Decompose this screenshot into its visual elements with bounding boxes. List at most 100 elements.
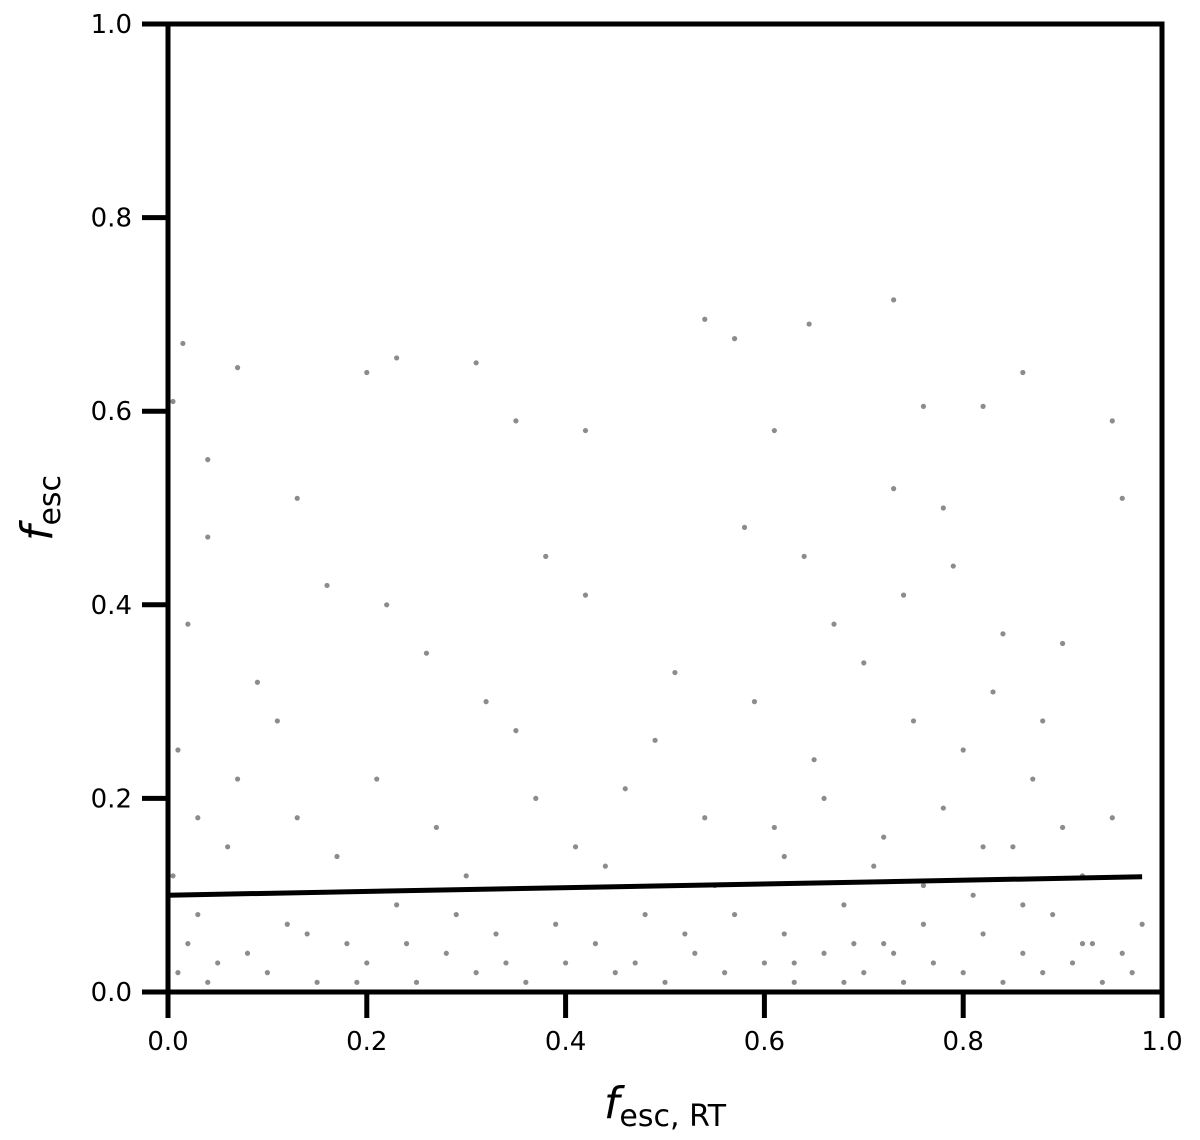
point: [513, 418, 519, 424]
point: [811, 757, 817, 763]
point: [483, 699, 489, 705]
point: [861, 660, 867, 666]
point: [841, 902, 847, 908]
point: [205, 457, 211, 463]
point: [170, 873, 176, 879]
point: [980, 844, 986, 850]
point: [205, 979, 211, 985]
point: [563, 960, 569, 966]
y-tick-label: 1.0: [91, 10, 132, 40]
point: [543, 553, 549, 560]
x-label-subscript: esc, RT: [619, 1099, 726, 1134]
x-tick-label: 0.8: [943, 1027, 984, 1057]
point: [1000, 631, 1006, 637]
point: [1129, 970, 1135, 976]
point: [513, 728, 519, 734]
point: [642, 911, 648, 918]
x-tick-label: 0.2: [346, 1027, 387, 1057]
point: [960, 747, 966, 753]
point: [861, 970, 867, 976]
point: [592, 941, 599, 947]
point: [274, 718, 280, 724]
point: [1010, 844, 1016, 850]
point: [871, 863, 877, 869]
point: [1030, 776, 1036, 782]
point: [473, 360, 479, 366]
point: [821, 795, 827, 802]
point: [582, 427, 589, 434]
point: [1050, 911, 1056, 918]
point: [423, 650, 430, 656]
point: [384, 602, 390, 608]
point: [960, 970, 966, 976]
point: [264, 970, 270, 976]
point: [940, 805, 946, 811]
point: [990, 689, 996, 695]
point: [1040, 718, 1046, 724]
point: [731, 911, 738, 918]
point: [463, 873, 469, 879]
point: [602, 863, 608, 869]
point: [702, 316, 708, 322]
point: [170, 398, 176, 405]
point: [215, 960, 221, 966]
point: [394, 355, 400, 361]
x-tick-label: 0.4: [545, 1027, 586, 1057]
point: [722, 970, 728, 976]
point: [1040, 970, 1046, 976]
point: [1020, 902, 1026, 908]
point: [180, 340, 186, 347]
x-axis-label: fesc, RT: [604, 1078, 727, 1134]
point: [682, 931, 688, 937]
point: [771, 824, 777, 831]
point: [473, 970, 479, 976]
point: [702, 815, 708, 821]
x-tick-label: 0.0: [147, 1027, 188, 1057]
x-tick-label: 0.6: [744, 1027, 785, 1057]
point: [1119, 495, 1125, 501]
plot-frame: [165, 21, 1165, 995]
point: [185, 621, 191, 627]
point: [254, 679, 261, 685]
point: [940, 505, 946, 511]
point: [1069, 960, 1076, 966]
y-tick-label: 0.4: [91, 591, 132, 621]
point: [851, 941, 857, 947]
point: [453, 911, 459, 918]
point: [731, 336, 738, 342]
point: [394, 902, 400, 908]
point: [1000, 979, 1006, 985]
point: [433, 824, 439, 831]
point: [692, 950, 698, 956]
point: [523, 979, 529, 985]
point: [632, 960, 638, 966]
point: [195, 911, 201, 918]
point: [831, 621, 837, 627]
point: [791, 960, 797, 966]
point: [920, 403, 927, 409]
point: [751, 699, 758, 705]
point: [781, 853, 787, 860]
point: [582, 592, 589, 598]
point: [930, 960, 936, 966]
point: [553, 921, 559, 927]
y-tick-label: 0.2: [91, 784, 132, 814]
point: [195, 815, 201, 821]
point: [881, 941, 887, 947]
point: [225, 844, 231, 850]
point: [950, 563, 956, 569]
y-tick-label: 0.0: [91, 978, 132, 1008]
point: [791, 979, 797, 985]
point: [294, 495, 300, 501]
point: [314, 979, 320, 985]
point: [324, 582, 330, 589]
point: [980, 403, 986, 409]
point: [1020, 950, 1026, 956]
point: [920, 921, 927, 927]
point: [900, 592, 907, 598]
point: [1139, 921, 1145, 927]
point: [806, 321, 812, 327]
point: [970, 892, 976, 898]
point: [175, 970, 181, 976]
